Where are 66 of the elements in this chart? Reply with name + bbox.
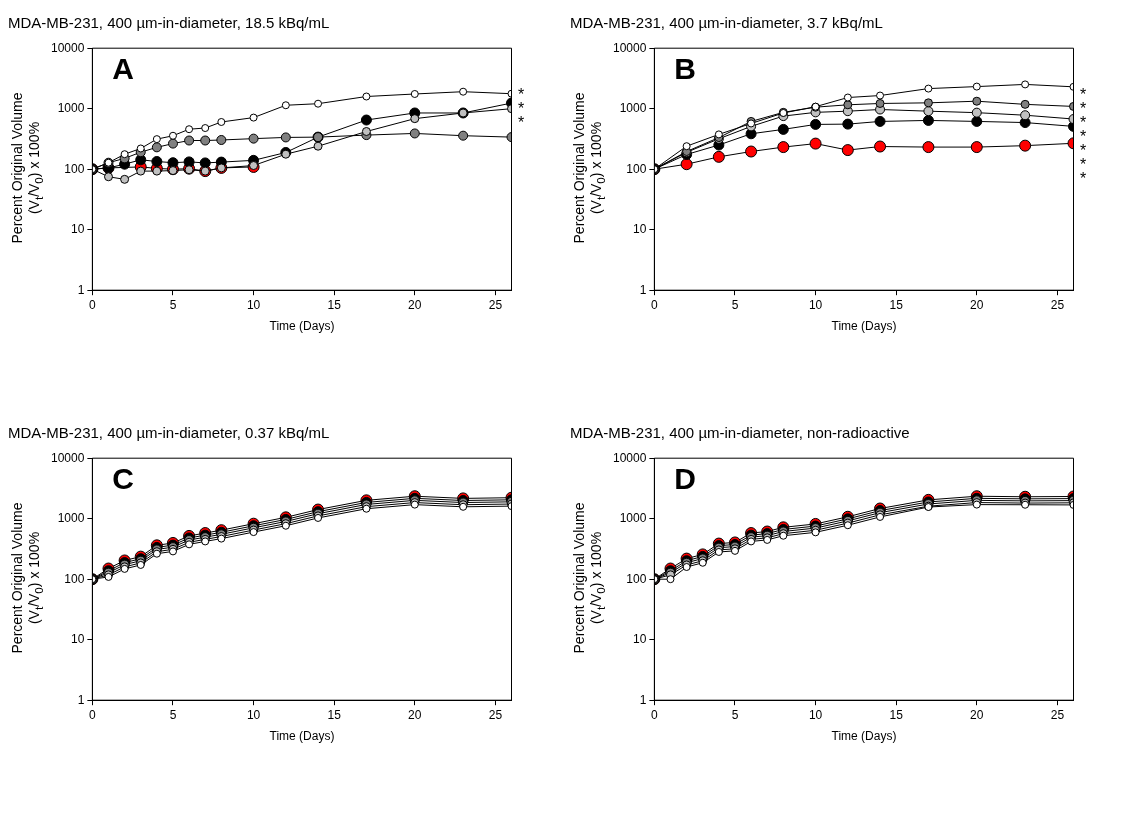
y-tick-label: 1000 (619, 101, 647, 116)
x-tick-label: 20 (408, 707, 422, 722)
y-tick-label: 1 (77, 692, 85, 707)
x-tick-label: 5 (731, 707, 739, 722)
x-tick-label: 15 (327, 707, 342, 722)
annotation: C (112, 462, 135, 496)
y-tick-label: 100 (64, 571, 85, 586)
text: * (518, 86, 526, 103)
y-tick-label: 100 (64, 161, 85, 176)
x-tick-label: 5 (169, 297, 177, 312)
text: * (1080, 100, 1088, 117)
y-tick-label: 10000 (50, 40, 85, 55)
x-tick-label: 15 (889, 707, 904, 722)
y-tick-label: 10000 (50, 450, 85, 465)
x-tick-label: 10 (246, 707, 261, 722)
x-tick-label: 20 (970, 297, 984, 312)
y-tick-label: 10 (633, 632, 647, 647)
y-tick-label: 1 (639, 282, 647, 297)
text: * (1080, 128, 1088, 145)
x-tick-label: 5 (731, 297, 739, 312)
y-tick-label: 100 (626, 571, 647, 586)
chart-title: MDA-MB-231, 400 µm-in-diameter, non-radioactive (570, 423, 911, 443)
x-tick-label: 10 (808, 707, 823, 722)
y-tick-label: 10 (71, 222, 85, 237)
x-tick-label: 0 (89, 707, 97, 722)
x-tick-label: 25 (1050, 707, 1065, 722)
y-tick-label: 10 (633, 222, 647, 237)
x-tick-label: 25 (1050, 297, 1065, 312)
x-axis-title: Time (Days) (831, 319, 897, 334)
x-tick-label: 5 (169, 707, 177, 722)
text: * (1080, 86, 1088, 103)
y-tick-label: 10 (71, 632, 85, 647)
text: * (518, 100, 526, 117)
x-tick-label: 25 (488, 297, 503, 312)
text: * (1080, 156, 1088, 173)
annotation: A (112, 52, 135, 86)
x-tick-label: 25 (488, 707, 503, 722)
x-tick-label: 0 (651, 707, 659, 722)
chart-title: MDA-MB-231, 400 µm-in-diameter, 3.7 kBq/mL (570, 13, 884, 33)
text: * (1080, 114, 1088, 131)
y-tick-label: 1 (77, 282, 85, 297)
y-tick-label: 1 (639, 692, 647, 707)
x-tick-label: 0 (89, 297, 97, 312)
x-tick-label: 20 (970, 707, 984, 722)
x-tick-label: 15 (889, 297, 904, 312)
x-axis-title: Time (Days) (269, 729, 335, 744)
x-tick-label: 10 (808, 297, 823, 312)
x-tick-label: 0 (651, 297, 659, 312)
x-tick-label: 15 (327, 297, 342, 312)
x-axis-title: Time (Days) (269, 319, 335, 334)
x-tick-label: 20 (408, 297, 422, 312)
y-tick-label: 10000 (612, 450, 647, 465)
y-tick-label: 1000 (57, 511, 85, 526)
text: * (518, 114, 526, 131)
chart-title: MDA-MB-231, 400 µm-in-diameter, 18.5 kBq/mL (8, 13, 331, 33)
y-tick-label: 10000 (612, 40, 647, 55)
y-tick-label: 100 (626, 161, 647, 176)
annotation: B (674, 52, 697, 86)
y-tick-label: 1000 (619, 511, 647, 526)
annotation: D (674, 462, 697, 496)
x-tick-label: 10 (246, 297, 261, 312)
text: * (1080, 142, 1088, 159)
text: * (1080, 170, 1088, 187)
chart-title: MDA-MB-231, 400 µm-in-diameter, 0.37 kBq/mL (8, 423, 331, 443)
x-axis-title: Time (Days) (831, 729, 897, 744)
y-tick-label: 1000 (57, 101, 85, 116)
